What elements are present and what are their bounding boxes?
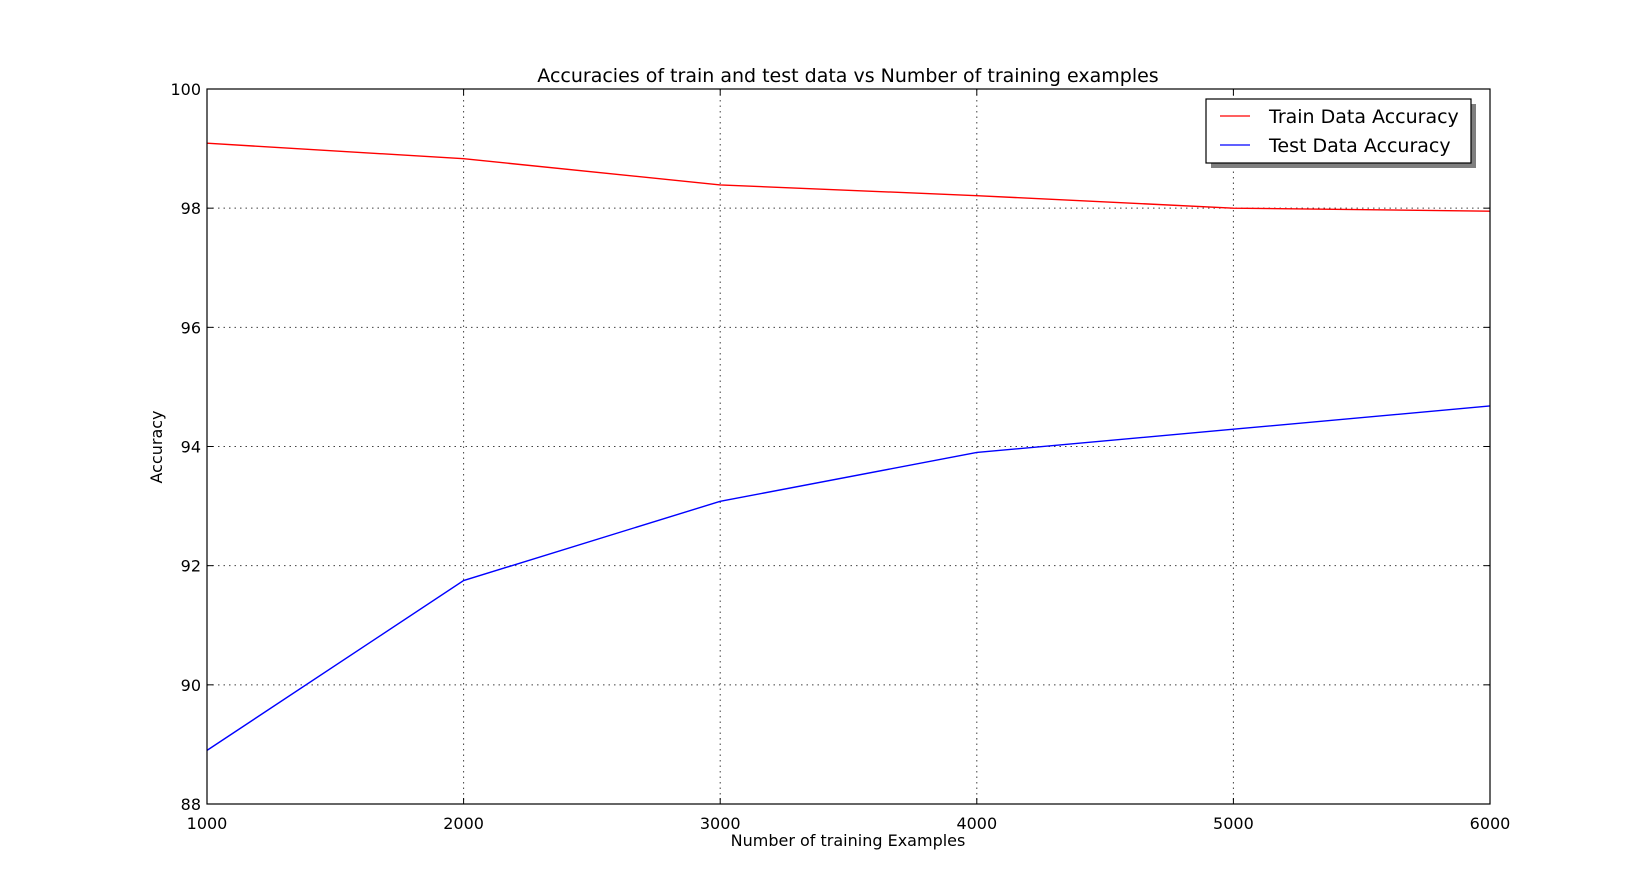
y-tick-label: 94	[181, 438, 201, 457]
y-tick-label: 90	[181, 676, 201, 695]
y-tick-label: 96	[181, 318, 201, 337]
legend: Train Data Accuracy Test Data Accuracy	[1205, 98, 1476, 168]
x-tick-label: 2000	[443, 814, 484, 833]
grid-layer	[207, 89, 1490, 804]
series-line-train	[206, 142, 1491, 212]
y-tick-label: 100	[170, 80, 201, 99]
x-tick-label: 4000	[956, 814, 997, 833]
y-tick-label: 92	[181, 557, 201, 576]
y-tick-label: 88	[181, 795, 201, 814]
plot-area-frame	[206, 88, 1491, 805]
x-axis-label: Number of training Examples	[731, 831, 966, 850]
x-tick-labels: 1000 2000 3000 4000 5000 6000	[187, 814, 1511, 833]
x-tick-label: 5000	[1213, 814, 1254, 833]
tick-layer	[206, 88, 1491, 805]
legend-box	[1205, 98, 1472, 164]
y-tick-labels: 88 90 92 94 96 98 100	[170, 80, 201, 814]
legend-label-train: Train Data Accuracy	[1268, 106, 1459, 128]
series-line-test	[206, 405, 1491, 751]
x-tick-label: 1000	[187, 814, 228, 833]
y-axis-label: Accuracy	[147, 410, 166, 483]
y-tick-label: 98	[181, 199, 201, 218]
chart-title: Accuracies of train and test data vs Num…	[537, 65, 1158, 87]
legend-label-test: Test Data Accuracy	[1268, 135, 1451, 157]
x-tick-label: 3000	[700, 814, 741, 833]
series-layer	[206, 142, 1491, 751]
x-tick-label: 6000	[1470, 814, 1511, 833]
